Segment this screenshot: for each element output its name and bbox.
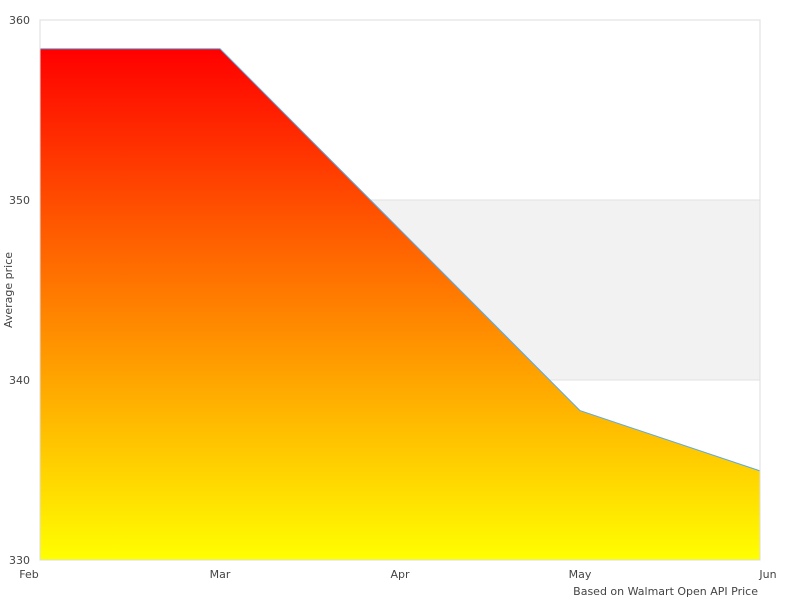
footnote: Based on Walmart Open API Price <box>573 585 758 598</box>
x-tick-label: Jun <box>758 568 776 581</box>
series-line <box>40 48 761 472</box>
y-tick-label: 360 <box>9 14 30 27</box>
plot-border <box>39 19 761 561</box>
y-axis-label: Average price <box>2 252 15 328</box>
x-tick-label: May <box>569 568 592 581</box>
y-tick-label: 350 <box>9 194 30 207</box>
x-tick-label: Apr <box>390 568 410 581</box>
x-tick-label: Mar <box>210 568 231 581</box>
y-tick-label: 330 <box>9 554 30 567</box>
y-tick-label: 340 <box>9 374 30 387</box>
series-area <box>40 48 760 561</box>
x-tick-label: Feb <box>19 568 38 581</box>
